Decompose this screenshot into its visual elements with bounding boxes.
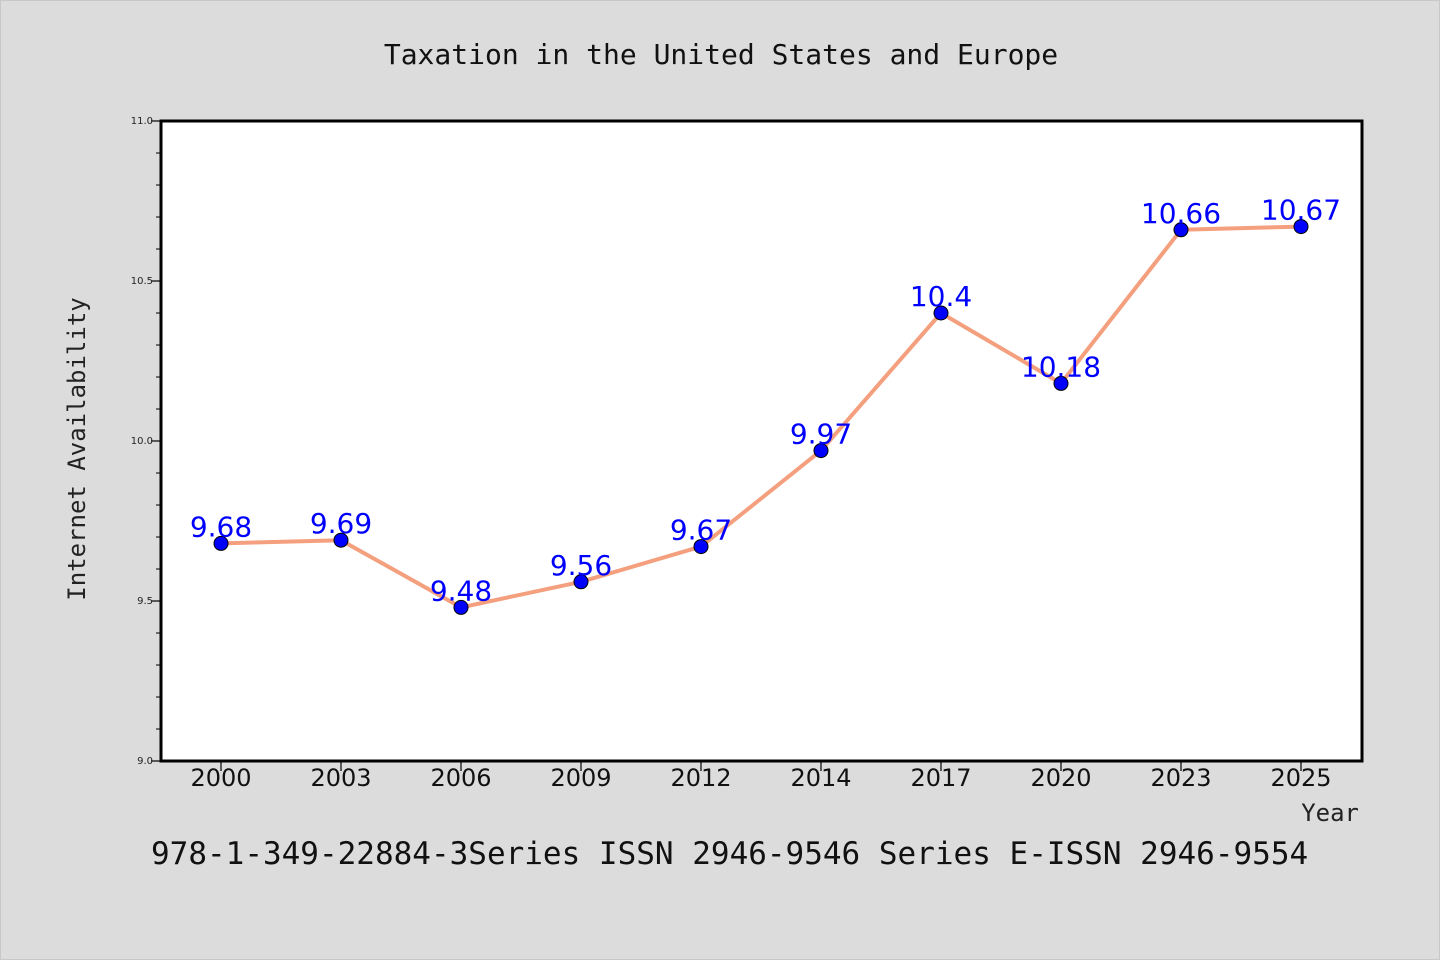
x-tick-label: 2003 [310,764,371,792]
data-point [1053,375,1069,391]
footer-text: 978-1-349-22884-3Series ISSN 2946-9546 S… [151,836,1308,872]
y-tick-label: 9.0 [137,756,153,767]
data-label: 10.4 [910,280,972,313]
x-tick-label: 2006 [430,764,491,792]
x-tick-label: 2017 [910,764,971,792]
x-tick-label: 2023 [1150,764,1211,792]
x-axis-label: Year [1301,799,1359,827]
data-label: 10.66 [1141,197,1221,230]
y-tick-label: 10.0 [131,436,153,447]
data-point [1173,222,1189,238]
data-label: 9.67 [670,514,732,547]
data-label: 9.56 [550,549,612,582]
series-line [219,224,1303,610]
data-label: 9.97 [790,418,852,451]
data-label: 10.67 [1261,194,1341,227]
data-point [213,535,229,551]
data-point [693,539,709,555]
data-point [333,532,349,548]
y-axis-label: Internet Availability [63,297,91,600]
x-axis: 2000 2003 2006 2009 2012 2014 2017 2020 2023 2025 [190,761,1332,792]
data-point [573,574,589,590]
data-point [453,599,469,615]
x-tick-label: 2025 [1270,764,1331,792]
y-axis: 9.0 9.5 10.0 10.5 11.0 [131,116,161,767]
y-tick-label: 10.5 [131,276,153,287]
x-tick-label: 2012 [670,764,731,792]
x-tick-label: 2009 [550,764,611,792]
x-tick-label: 2014 [790,764,851,792]
data-point [933,305,949,321]
data-label: 10.18 [1021,350,1101,383]
data-label: 9.69 [310,507,372,540]
x-tick-label: 2000 [190,764,251,792]
data-point [813,443,829,459]
x-tick-label: 2020 [1030,764,1091,792]
y-tick-label: 9.5 [137,596,153,607]
series-layer: 9.68 9.69 9.48 9.56 9.67 9.97 10.4 10.18 10.66 10… [190,194,1341,615]
chart-title: Taxation in the United States and Europe [384,38,1058,71]
y-tick-label: 11.0 [131,116,153,127]
data-point [1293,219,1309,235]
data-label: 9.68 [190,510,252,543]
data-label: 9.48 [430,574,492,607]
plot-area [159,119,1364,763]
